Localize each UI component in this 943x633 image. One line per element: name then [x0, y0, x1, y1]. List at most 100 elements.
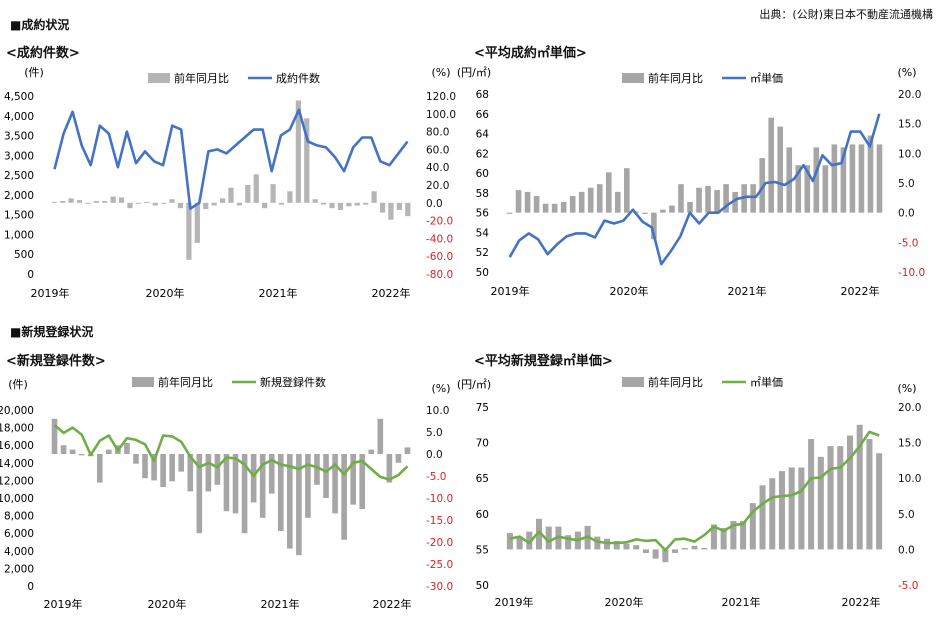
chart2-legend-line-label: ㎡単価: [750, 71, 783, 85]
chart3-bar: [232, 454, 239, 514]
chart1-bar: [85, 202, 91, 204]
chart1-bar: [329, 202, 335, 209]
chart3-bar: [350, 454, 356, 505]
chart3-ytick: 6,000: [4, 528, 34, 540]
chart3-bar: [223, 454, 230, 512]
chart2-bar: [660, 209, 666, 213]
chart1-legend-bar-label: 前年同月比: [174, 71, 229, 85]
chart3-bar: [250, 454, 257, 503]
chart2-legend-bar-label: 前年同月比: [648, 71, 703, 85]
chart1-y2tick: 100.0: [426, 109, 456, 121]
chart1-bar: [312, 199, 318, 203]
chart4-bar: [769, 478, 776, 550]
chart3-bar: [386, 454, 393, 483]
chart3-xtick: 2020年: [148, 597, 187, 611]
chart4-bar: [788, 467, 795, 550]
chart3-bar: [60, 445, 67, 454]
chart3-bar: [323, 454, 329, 498]
chart3-bar: [332, 454, 338, 514]
chart2-xtick: 2022年: [841, 284, 880, 298]
chart3-ytick: 16,000: [0, 440, 34, 452]
chart3-y2tick: -15.0: [426, 515, 453, 527]
chart2-bar: [551, 203, 558, 213]
chart3-ytick: 20,000: [0, 405, 34, 417]
chart2-bar: [849, 144, 856, 213]
chart3-ytick: 18,000: [0, 423, 34, 435]
chart1-bar: [363, 202, 369, 205]
chart2-y2tick: 5.0: [898, 178, 915, 190]
chart3-bar: [395, 454, 402, 463]
chart2-y2tick: 15.0: [898, 119, 921, 131]
chart3-bar: [160, 454, 166, 487]
chart3-y2label: (%): [431, 382, 450, 395]
chart1-ytick: 0: [27, 269, 34, 281]
chart4-bar: [876, 453, 883, 550]
chart1-y2tick: 80.0: [426, 127, 449, 139]
chart4-bar: [623, 543, 630, 550]
chart3-legend-bar-swatch: [132, 377, 154, 387]
chart1-y2tick: 120.0: [426, 91, 456, 103]
chart1-line: [53, 108, 409, 210]
chart1-bar: [118, 197, 125, 203]
chart2-bar: [867, 135, 874, 213]
chart2-bar: [813, 147, 820, 213]
chart4-xtick: 2020年: [605, 595, 644, 609]
chart2-bar: [578, 191, 585, 213]
chart1-bar: [270, 184, 276, 203]
chart2-ytick: 50: [476, 267, 489, 279]
chart4-bar: [613, 540, 620, 550]
chart2-y2label: (%): [897, 66, 916, 79]
chart3-bar: [359, 454, 366, 509]
chart3-y2tick: -10.0: [426, 493, 453, 505]
chart1-bar: [177, 202, 184, 209]
chart4-ytick: 60: [476, 509, 489, 521]
chart4-bar: [749, 503, 756, 550]
chart2-ytick: 64: [476, 129, 490, 141]
chart4-bar: [710, 524, 717, 550]
chart2-bar: [605, 172, 612, 213]
chart3-bar: [142, 454, 148, 479]
chart2-ytick: 66: [476, 109, 490, 121]
chart4-y2label: (%): [897, 382, 916, 395]
chart2-bar: [741, 184, 747, 213]
chart1-ytick: 3,500: [4, 131, 34, 143]
chart4-title: <平均新規登録㎡単価>: [474, 354, 613, 369]
chart4-bar: [798, 467, 805, 550]
chart3-bar: [169, 454, 175, 482]
chart1-bar: [379, 202, 386, 213]
chart4-bar: [574, 531, 581, 550]
chart3-xtick: 2019年: [44, 597, 83, 611]
chart4-bar: [827, 446, 834, 550]
chart2-bar: [524, 191, 531, 213]
chart1-bar: [68, 198, 74, 203]
chart2-bar: [714, 190, 720, 213]
chart1-bar: [304, 118, 310, 203]
chart2-bar: [651, 212, 657, 240]
chart1-bar: [110, 196, 116, 203]
chart4-y2tick: 5.0: [898, 509, 915, 521]
chart4-bar: [662, 549, 669, 563]
chart2-bar: [876, 144, 883, 213]
chart1-bar: [320, 202, 327, 205]
chart4-y2tick: -5.0: [898, 580, 919, 592]
chart3-bar: [296, 454, 302, 556]
chart1-legend-line-label: 成約件数: [276, 71, 320, 85]
chart3-ytick: 0: [27, 581, 34, 593]
chart1-bar: [194, 202, 200, 243]
chart4-bar: [730, 520, 737, 550]
chart3-y2tick: 0.0: [426, 449, 443, 461]
chart1-bar: [371, 191, 377, 203]
chart4-bar: [652, 549, 659, 559]
chart2-bar: [506, 212, 513, 214]
chart1-ytick: 2,500: [4, 170, 34, 182]
chart1-bar: [76, 200, 83, 203]
chart3-y2tick: -5.0: [426, 471, 447, 483]
chart3-bar: [268, 454, 275, 494]
chart4-ytick: 75: [476, 402, 489, 414]
chart3-bar: [51, 418, 58, 454]
chart4-bar: [866, 439, 873, 550]
chart3-y2tick: 10.0: [426, 405, 449, 417]
chart2-bar: [633, 211, 639, 213]
chart3-ytick: 8,000: [4, 511, 34, 523]
